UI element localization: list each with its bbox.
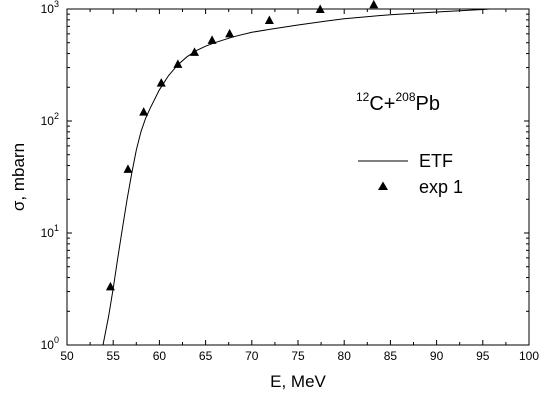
x-tick-label: 55: [107, 349, 121, 363]
x-tick-label: 70: [245, 349, 259, 363]
annotation-element-c: C+: [369, 93, 395, 115]
x-tick-label: 90: [430, 349, 444, 363]
legend-label-exp: exp 1: [419, 177, 463, 197]
x-axis-title: E, MeV: [270, 372, 326, 391]
data-point-exp: [139, 107, 149, 116]
y-axis-title: σ, mbarn: [9, 143, 28, 211]
data-point-exp: [123, 164, 133, 173]
data-point-exp: [225, 28, 235, 38]
legend-label-etf: ETF: [419, 151, 453, 171]
x-tick-label: 50: [60, 349, 74, 363]
x-tick-label: 95: [476, 349, 490, 363]
etf-curve: [102, 9, 497, 345]
x-tick-label: 80: [338, 349, 352, 363]
y-tick-label: 102: [41, 111, 59, 128]
annotation-element-pb: Pb: [416, 93, 440, 115]
data-point-exp: [207, 35, 217, 44]
y-tick-label: 101: [41, 223, 59, 240]
data-point-exp: [105, 281, 115, 291]
x-tick-label: 65: [199, 349, 213, 363]
series-layer: [102, 9, 497, 345]
legend-marker-swatch: [378, 181, 388, 190]
markers-layer: [105, 0, 379, 291]
data-point-exp: [173, 59, 183, 68]
legend: ETF exp 1: [358, 151, 463, 197]
x-tick-label: 75: [291, 349, 305, 363]
x-tick-label: 60: [153, 349, 167, 363]
data-point-exp: [264, 15, 274, 24]
annotation-mass-c: 12: [356, 90, 370, 104]
x-tick-label: 100: [519, 349, 539, 363]
data-point-exp: [190, 47, 200, 56]
data-point-exp: [156, 78, 166, 87]
data-point-exp: [369, 0, 379, 9]
y-tick-label: 103: [41, 0, 59, 16]
plot-frame: [66, 8, 530, 346]
axis-ticks: 50 55 60 65 70 75 80 85 90 95 100 100 101 102 103: [41, 0, 540, 363]
annotation-mass-pb: 208: [395, 90, 415, 104]
x-tick-label: 85: [384, 349, 398, 363]
y-tick-label: 100: [41, 335, 59, 352]
system-annotation: 12C+208Pb: [356, 90, 440, 115]
